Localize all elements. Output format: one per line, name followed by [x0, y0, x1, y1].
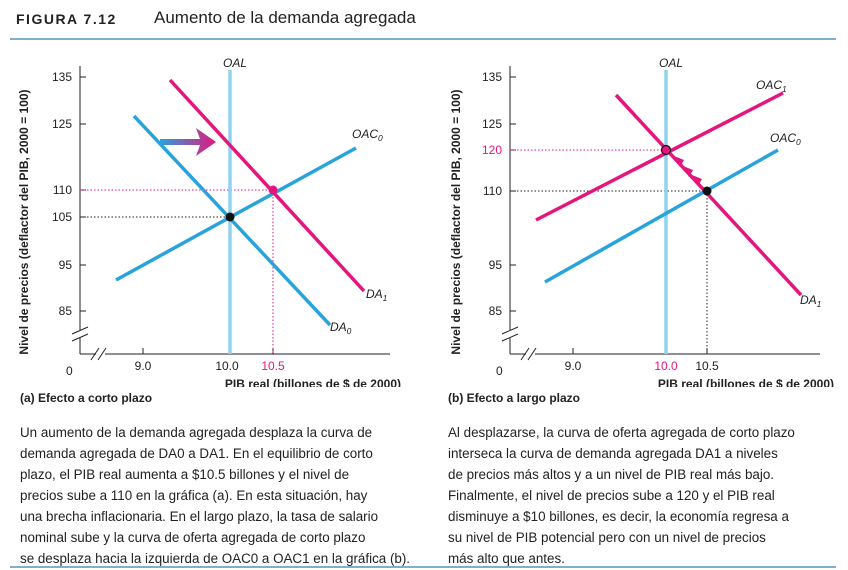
panel-b-caption: (b) Efecto a largo plazo — [448, 391, 581, 405]
equilibrium-point — [225, 212, 235, 222]
oac0-label: OAC0 — [770, 131, 801, 147]
y-tick-label: 110 — [483, 184, 502, 198]
y-tick-label: 95 — [59, 258, 73, 272]
x-axis-break — [90, 346, 107, 362]
x-tick-label: 9.0 — [135, 359, 152, 373]
shift-arrow — [160, 128, 216, 156]
y-tick-label: 125 — [52, 117, 72, 131]
x-tick-label: 10.5 — [695, 359, 719, 373]
y-tick-label: 120 — [482, 143, 502, 157]
da1-label: DA1 — [800, 293, 822, 309]
equilibrium-point — [268, 185, 278, 195]
y-tick-label: 85 — [59, 304, 73, 318]
text-line: se desplaza hacia la izquierda de OAC0 a… — [20, 551, 411, 566]
text-line: más alto que antes. — [448, 551, 565, 566]
text-line: nominal sube y la curva de oferta agrega… — [20, 530, 366, 545]
y-axis-label: Nivel de precios (deflactor del PIB, 200… — [449, 89, 463, 354]
movement-arrows — [674, 156, 702, 186]
panel-a-text: Un aumento de la demanda agregada despla… — [20, 422, 420, 569]
equilibrium-point — [702, 186, 712, 196]
oal-label: OAL — [659, 56, 683, 70]
x-tick-label: 10.0 — [654, 359, 678, 373]
y-axis-break — [70, 326, 90, 342]
x-tick-label: 10.0 — [215, 359, 239, 373]
bottom-rule — [10, 566, 836, 568]
text-line: disminuye a $10 billones, es decir, la e… — [448, 509, 789, 524]
oac1-curve — [535, 91, 784, 222]
x-axis-break — [520, 346, 537, 362]
x-axis-label: PIB real (billones de $ de 2000) — [658, 377, 834, 387]
y-tick-label: 110 — [53, 183, 72, 197]
y-axis-break — [500, 326, 520, 342]
origin-label: 0 — [496, 364, 503, 378]
x-tick-label: 9.0 — [565, 359, 582, 373]
da1-label: DA1 — [366, 287, 388, 303]
x-ticks — [142, 348, 274, 354]
text-line: demanda agregada de DA0 a DA1. En el equ… — [20, 446, 373, 461]
da1-curve — [168, 78, 366, 293]
oal-label: OAL — [223, 56, 247, 70]
y-tick-label: 105 — [52, 210, 72, 224]
chart-panel-b: Nivel de precios (deflactor del PIB, 200… — [449, 56, 834, 387]
text-line: plazo, el PIB real aumenta a $10.5 billo… — [20, 467, 350, 482]
text-line: Un aumento de la demanda agregada despla… — [20, 425, 373, 440]
da0-label: DA0 — [330, 320, 352, 336]
text-line: interseca la curva de demanda agregada D… — [448, 446, 778, 461]
figure-number: FIGURA 7.12 — [16, 11, 117, 27]
y-axis-label: Nivel de precios (deflactor del PIB, 200… — [17, 89, 31, 354]
y-ticks — [510, 76, 516, 312]
x-axis-label: PIB real (billones de $ de 2000) — [225, 377, 401, 387]
equilibrium-point — [660, 144, 672, 156]
text-line: de precios más altos y a un nivel de PIB… — [448, 467, 775, 482]
y-tick-label: 125 — [482, 117, 502, 131]
y-ticks — [80, 76, 86, 312]
figure-title: Aumento de la demanda agregada — [154, 8, 416, 27]
text-line: precios sube a 110 en la gráfica (a). En… — [20, 488, 368, 503]
y-tick-label: 85 — [489, 304, 503, 318]
y-tick-label: 95 — [489, 258, 503, 272]
x-tick-label: 10.5 — [261, 359, 285, 373]
oac1-label: OAC1 — [756, 78, 787, 94]
x-ticks — [572, 348, 708, 354]
text-line: Al desplazarse, la curva de oferta agreg… — [448, 425, 795, 440]
header-rule — [10, 38, 836, 40]
panel-b-text: Al desplazarse, la curva de oferta agreg… — [448, 422, 848, 569]
y-tick-label: 135 — [52, 70, 72, 84]
oac0-label: OAC0 — [352, 127, 383, 143]
text-line: una brecha inflacionaria. En el largo pl… — [20, 509, 379, 524]
y-tick-label: 135 — [482, 70, 502, 84]
origin-label: 0 — [66, 364, 73, 378]
panel-a-caption: (a) Efecto a corto plazo — [20, 391, 153, 405]
oac0-curve — [544, 148, 779, 284]
text-line: su nivel de PIB potencial pero con un ni… — [448, 530, 766, 545]
oac0-curve — [115, 146, 357, 282]
text-line: Finalmente, el nivel de precios sube a 1… — [448, 488, 775, 503]
chart-panel-a: Nivel de precios (deflactor del PIB, 200… — [17, 56, 401, 387]
